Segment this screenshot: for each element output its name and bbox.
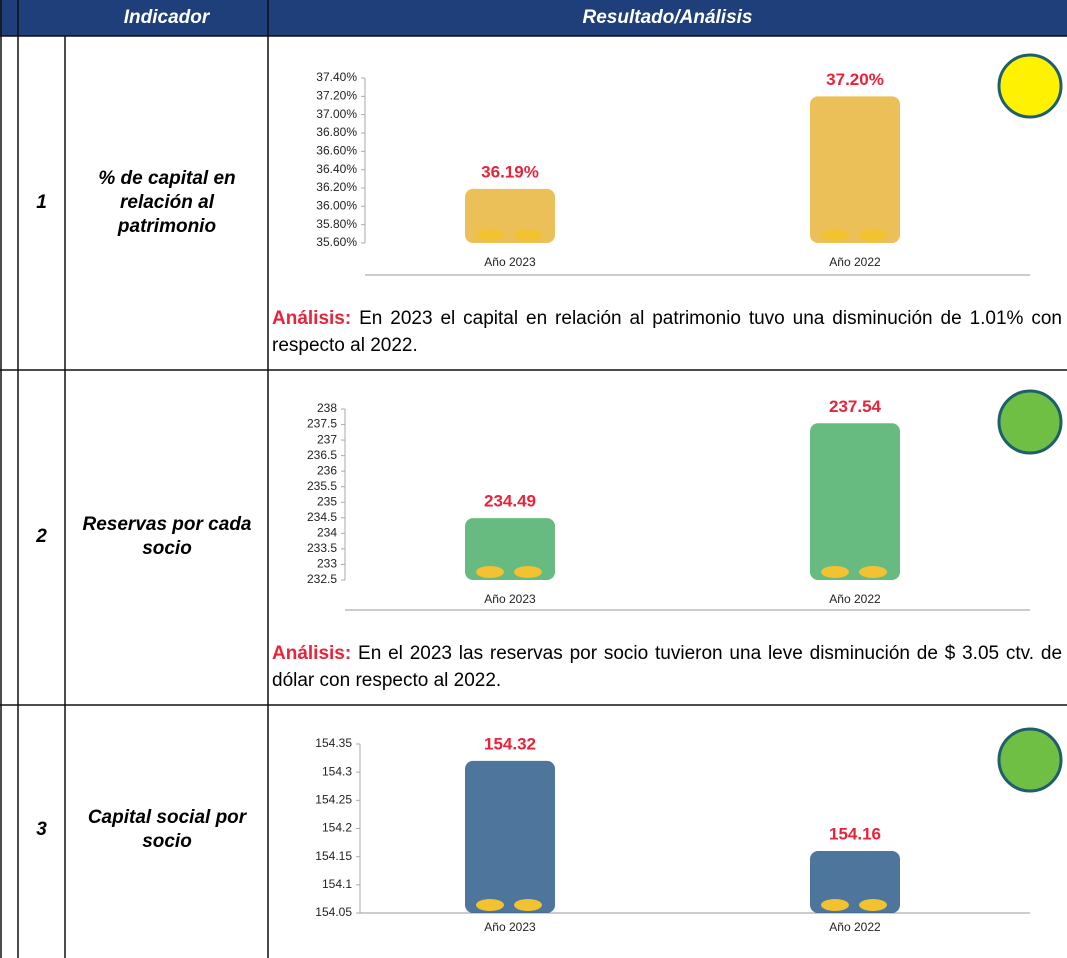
bar xyxy=(465,760,555,913)
value-label: 237.54 xyxy=(829,397,882,416)
analysis-body: En el 2023 las reservas por socio tuvier… xyxy=(272,643,1063,691)
row-number: 2 xyxy=(36,526,47,547)
y-tick-label: 36.00% xyxy=(316,199,357,213)
coin-decoration xyxy=(821,566,849,578)
pictogram xyxy=(810,851,900,913)
y-tick-label: 35.80% xyxy=(316,217,357,231)
y-tick-label: 237.5 xyxy=(307,417,337,431)
value-label: 37.20% xyxy=(826,70,884,89)
value-label: 234.49 xyxy=(484,492,536,511)
bar xyxy=(810,96,900,243)
indicator-label: Capital social por socio xyxy=(87,807,247,852)
x-tick-label: Año 2023 xyxy=(484,592,536,606)
y-tick-label: 154.1 xyxy=(322,877,352,891)
x-tick-label: Año 2022 xyxy=(829,255,881,269)
y-tick-label: 235.5 xyxy=(307,479,337,493)
y-tick-label: 36.20% xyxy=(316,180,357,194)
y-tick-label: 232.5 xyxy=(307,572,337,586)
value-label: 154.16 xyxy=(829,825,881,844)
y-tick-label: 37.40% xyxy=(316,70,357,84)
status-circle xyxy=(997,389,1063,455)
y-tick-label: 234.5 xyxy=(307,510,337,524)
x-tick-label: Año 2023 xyxy=(484,920,536,934)
y-tick-label: 154.25 xyxy=(315,793,352,807)
y-tick-label: 35.60% xyxy=(316,235,357,249)
header-result: Resultado/Análisis xyxy=(582,7,753,28)
value-label: 36.19% xyxy=(481,162,539,181)
coin-decoration xyxy=(514,229,542,241)
pictogram xyxy=(465,188,555,243)
analysis-text: Análisis: En 2023 el capital en relación… xyxy=(272,305,1062,359)
status-circle xyxy=(997,727,1063,793)
x-tick-label: Año 2023 xyxy=(484,255,536,269)
x-tick-label: Año 2022 xyxy=(829,920,881,934)
y-tick-label: 237 xyxy=(317,432,337,446)
y-tick-label: 37.00% xyxy=(316,107,357,121)
y-tick-label: 37.20% xyxy=(316,89,357,103)
coin-decoration xyxy=(514,899,542,911)
y-tick-label: 154.05 xyxy=(315,905,352,919)
header-bg xyxy=(0,0,1067,36)
indicator-label: % de capital en relación al patrimonio xyxy=(98,168,236,237)
coin-decoration xyxy=(476,899,504,911)
y-tick-label: 154.35 xyxy=(315,736,352,750)
indicator-label: Reservas por cada socio xyxy=(82,514,252,559)
status-circle xyxy=(997,53,1063,119)
y-tick-label: 154.15 xyxy=(315,849,352,863)
y-tick-label: 235 xyxy=(317,494,337,508)
header-indicator: Indicador xyxy=(123,7,210,28)
coin-decoration xyxy=(821,229,849,241)
pictogram xyxy=(465,518,555,580)
y-tick-label: 236 xyxy=(317,463,337,477)
row-number: 1 xyxy=(36,192,47,213)
coin-decoration xyxy=(514,566,542,578)
y-tick-label: 236.5 xyxy=(307,448,337,462)
analysis-text: Análisis: En el 2023 las reservas por so… xyxy=(272,640,1062,694)
value-label: 154.32 xyxy=(484,734,536,753)
row-number: 3 xyxy=(36,819,47,840)
coin-decoration xyxy=(821,899,849,911)
bar xyxy=(465,518,555,580)
coin-decoration xyxy=(859,566,887,578)
coin-decoration xyxy=(859,899,887,911)
pictogram xyxy=(810,96,900,243)
x-tick-label: Año 2022 xyxy=(829,592,881,606)
analysis-label: Análisis: xyxy=(272,308,352,329)
bar xyxy=(810,851,900,913)
y-tick-label: 154.3 xyxy=(322,764,352,778)
coin-decoration xyxy=(476,229,504,241)
coin-decoration xyxy=(859,229,887,241)
y-tick-label: 36.60% xyxy=(316,144,357,158)
pictogram xyxy=(810,423,900,580)
y-tick-label: 234 xyxy=(317,526,337,540)
y-tick-label: 238 xyxy=(317,401,337,415)
analysis-label: Análisis: xyxy=(272,643,352,664)
y-tick-label: 233.5 xyxy=(307,541,337,555)
coin-decoration xyxy=(476,566,504,578)
y-tick-label: 233 xyxy=(317,557,337,571)
pictogram xyxy=(465,760,555,913)
y-tick-label: 154.2 xyxy=(322,821,352,835)
y-tick-label: 36.80% xyxy=(316,125,357,139)
bar xyxy=(810,423,900,580)
analysis-body: En 2023 el capital en relación al patrim… xyxy=(272,308,1062,356)
y-tick-label: 36.40% xyxy=(316,162,357,176)
